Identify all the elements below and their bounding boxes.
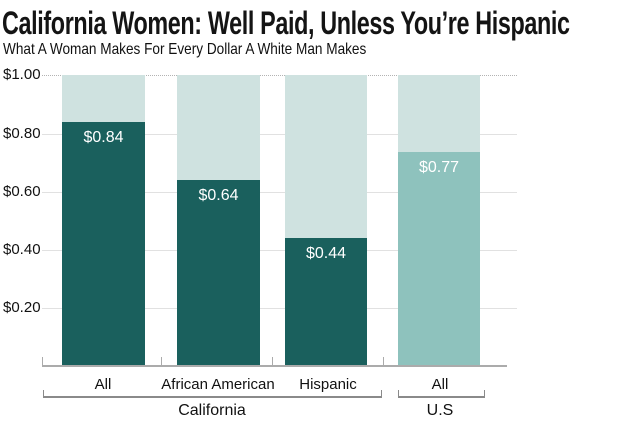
x-label-california-african-american: African American [161, 376, 275, 393]
bar-value-label-us-all: $0.77 [418, 159, 460, 176]
gridline-020 [42, 308, 517, 309]
y-tick-label-080: $0.80 [3, 125, 41, 142]
x-label-us-all: All [431, 376, 449, 393]
chart-title: California Women: Well Paid, Unless You’… [2, 5, 570, 41]
gridline-040 [42, 250, 517, 251]
y-tick-label-040: $0.40 [3, 241, 41, 258]
bar-value-label-california-hispanic: $0.44 [305, 245, 347, 262]
x-axis-tick-1 [42, 357, 43, 366]
group-bracket-us [398, 390, 485, 398]
gridline-060 [42, 192, 517, 193]
group-label-california: California [178, 402, 246, 419]
bar-value-label-california-african-american: $0.64 [198, 187, 239, 204]
chart-subtitle: What A Woman Makes For Every Dollar A Wh… [3, 41, 367, 58]
x-axis-tick-2 [161, 357, 162, 366]
y-tick-label-060: $0.60 [3, 183, 41, 200]
y-tick-label-100: $1.00 [3, 66, 41, 83]
x-label-california-hispanic: Hispanic [299, 376, 357, 393]
bar-california-all: $0.84 [62, 122, 145, 366]
bar-us-all: $0.77 [398, 152, 480, 366]
x-axis-line [42, 365, 507, 367]
y-tick-label-020: $0.20 [3, 299, 41, 316]
x-axis-tick-3 [272, 357, 273, 366]
bar-value-label-california-all: $0.84 [83, 129, 124, 146]
x-axis-tick-4 [383, 357, 384, 366]
group-bracket-california [43, 390, 382, 398]
group-label-us: U.S [426, 402, 454, 419]
x-label-california-all: All [94, 376, 112, 393]
gridline-080 [42, 134, 517, 135]
bar-california-hispanic: $0.44 [285, 238, 367, 366]
gridline-1-dollar [42, 75, 517, 76]
bar-california-african-american: $0.64 [177, 180, 260, 366]
